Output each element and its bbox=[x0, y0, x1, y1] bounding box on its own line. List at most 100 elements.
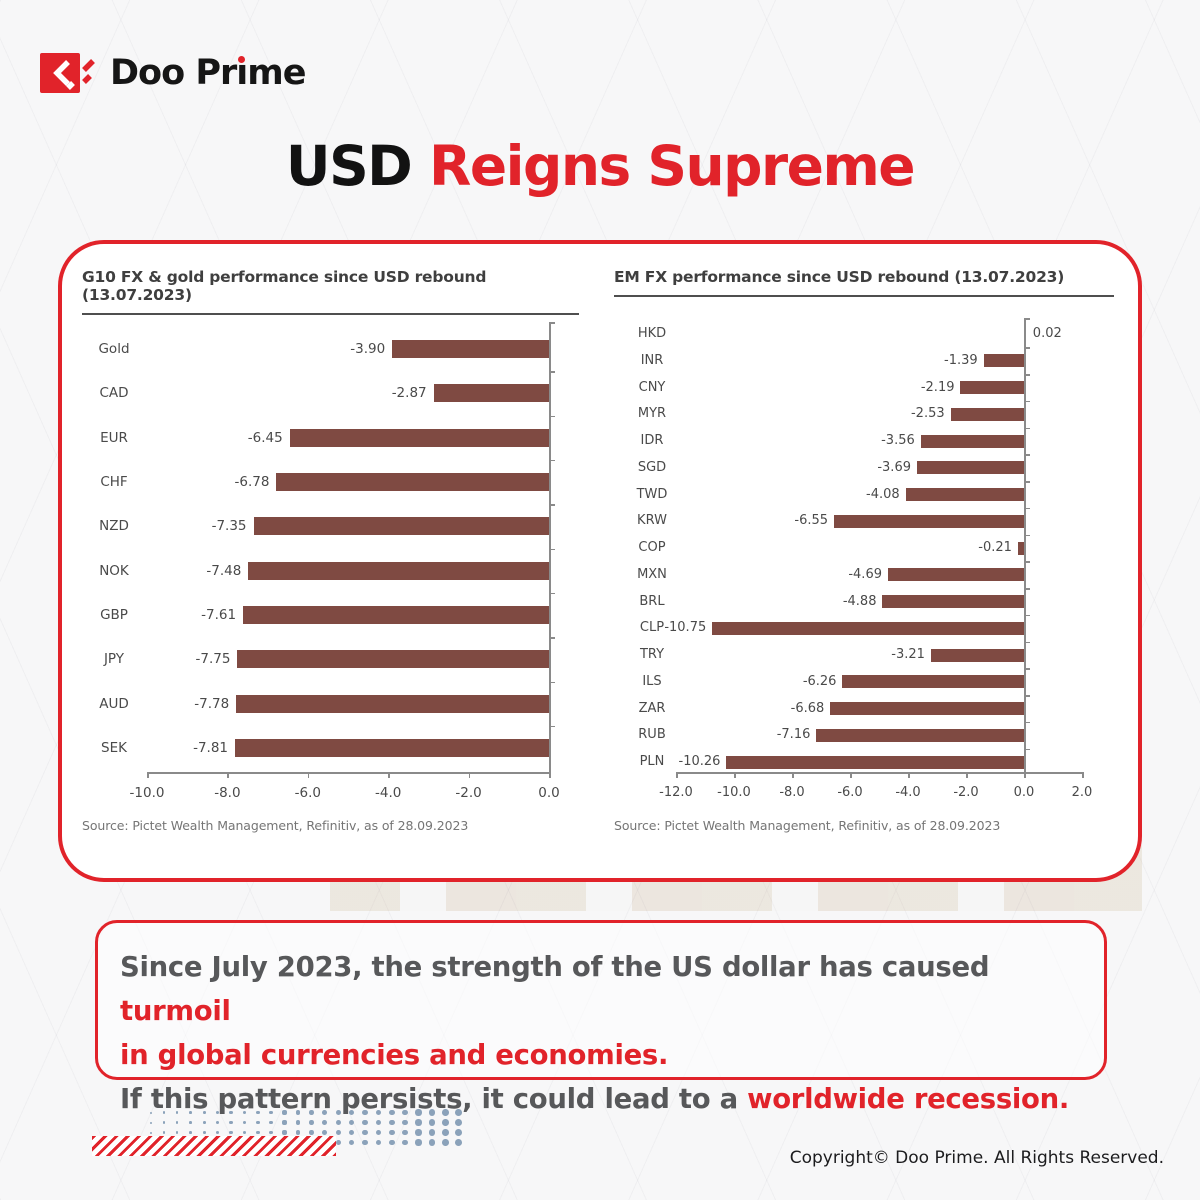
category-label-cny: CNY bbox=[638, 379, 666, 395]
value-label-gold: -3.90 bbox=[350, 341, 386, 357]
bar-twd bbox=[905, 488, 1024, 501]
value-label-eur: -6.45 bbox=[247, 429, 283, 446]
callout-line-1: Since July 2023, the strength of the US … bbox=[120, 945, 1080, 1033]
title-usd: USD bbox=[285, 134, 413, 198]
x-axis-tick bbox=[227, 772, 229, 778]
category-label-inr: INR bbox=[640, 352, 664, 368]
x-axis-tick bbox=[307, 772, 310, 778]
bar-cop bbox=[1017, 541, 1024, 555]
chart-g10-fx-gold: Gold -3.90 CAD -2.87 EUR -6.45 CHF -6.78 NZD -7.3… bbox=[82, 308, 588, 813]
category-label-gbp: GBP bbox=[100, 607, 128, 624]
value-label-cny: -2.19 bbox=[920, 379, 955, 395]
value-label-cad: -2.87 bbox=[391, 385, 427, 402]
hatch-bar bbox=[92, 1136, 336, 1156]
callout-highlight: in global currencies and economies. bbox=[120, 1039, 669, 1071]
category-label-pln: PLN bbox=[639, 754, 665, 769]
category-label-nok: NOK bbox=[99, 562, 129, 579]
value-label-myr: -2.53 bbox=[910, 406, 945, 422]
category-label-rub: RUB bbox=[638, 727, 666, 743]
y-axis-tick bbox=[1024, 318, 1030, 320]
decor-dot bbox=[375, 1119, 382, 1126]
decor-dot bbox=[149, 1131, 152, 1134]
value-label-clp: -10.75 bbox=[664, 620, 707, 636]
value-label-twd: -4.08 bbox=[866, 486, 900, 502]
decor-dot bbox=[375, 1109, 382, 1116]
decor-dot bbox=[162, 1111, 165, 1114]
bar-myr bbox=[950, 407, 1024, 421]
value-label-rub: -7.16 bbox=[776, 727, 811, 743]
decor-dot bbox=[388, 1139, 395, 1146]
value-label-sek: -7.81 bbox=[193, 740, 229, 757]
x-tick-label: -8.0 bbox=[779, 785, 805, 800]
y-axis-tick bbox=[1024, 721, 1030, 724]
decor-dot bbox=[362, 1119, 368, 1126]
decor-dot bbox=[322, 1120, 328, 1125]
y-axis-tick bbox=[1024, 668, 1030, 670]
decor-dot bbox=[442, 1109, 449, 1116]
category-label-myr: MYR bbox=[637, 406, 667, 422]
bar-nzd bbox=[253, 517, 549, 536]
decor-dot bbox=[189, 1111, 192, 1114]
bar-nok bbox=[248, 561, 549, 580]
decor-dot bbox=[255, 1110, 260, 1115]
decor-dot bbox=[362, 1139, 368, 1146]
decor-dot bbox=[455, 1109, 463, 1116]
logo-text: Doo Prıme bbox=[110, 53, 306, 93]
decor-dot bbox=[335, 1140, 341, 1145]
decor-dot bbox=[362, 1129, 368, 1136]
bar-ils bbox=[842, 675, 1024, 689]
x-axis-tick bbox=[549, 772, 551, 778]
x-tick-label: -10.0 bbox=[129, 785, 165, 801]
value-label-cop: -0.21 bbox=[978, 540, 1012, 555]
category-label-gold: Gold bbox=[98, 341, 130, 357]
decor-dot bbox=[402, 1119, 409, 1126]
callout-line-2: in global currencies and economies. bbox=[120, 1033, 1080, 1077]
value-label-zar: -6.68 bbox=[790, 700, 825, 716]
y-axis-tick bbox=[549, 504, 555, 506]
category-label-aud: AUD bbox=[99, 695, 129, 712]
y-axis-tick bbox=[549, 681, 555, 684]
decor-dot bbox=[229, 1110, 233, 1115]
x-tick-label: -8.0 bbox=[214, 785, 241, 801]
decor-dot bbox=[348, 1109, 355, 1116]
category-label-cop: COP bbox=[638, 540, 666, 555]
x-axis-tick bbox=[850, 772, 852, 778]
decor-dot bbox=[415, 1139, 422, 1146]
y-axis-tick bbox=[549, 592, 555, 595]
decor-dot bbox=[149, 1121, 152, 1124]
bar-gold bbox=[392, 340, 549, 358]
x-axis-tick bbox=[388, 772, 390, 778]
decor-dot bbox=[162, 1131, 165, 1134]
category-label-clp: CLP bbox=[639, 620, 665, 636]
x-tick-label: -10.0 bbox=[717, 785, 751, 800]
decor-dot bbox=[229, 1130, 233, 1135]
decor-dot bbox=[335, 1110, 341, 1115]
decor-dot bbox=[282, 1110, 287, 1115]
category-label-eur: EUR bbox=[100, 429, 128, 446]
decor-dot bbox=[269, 1130, 274, 1135]
x-tick-label: 2.0 bbox=[1071, 785, 1093, 800]
callout-box: Since July 2023, the strength of the US … bbox=[95, 920, 1107, 1115]
x-axis-tick bbox=[792, 772, 794, 778]
y-axis-tick bbox=[549, 322, 555, 324]
decor-dot bbox=[309, 1120, 314, 1125]
source-note-g10: Source: Pictet Wealth Management, Refini… bbox=[82, 818, 469, 833]
y-axis-tick bbox=[1024, 507, 1030, 510]
decor-dot bbox=[442, 1139, 449, 1146]
decor-dot bbox=[162, 1121, 165, 1124]
source-note-em: Source: Pictet Wealth Management, Refini… bbox=[614, 818, 1001, 833]
value-label-aud: -7.78 bbox=[194, 695, 230, 712]
decor-dot bbox=[415, 1119, 422, 1126]
decor-dot bbox=[269, 1120, 274, 1125]
decor-dot bbox=[189, 1121, 192, 1124]
decor-dot bbox=[269, 1110, 274, 1115]
value-label-try: -3.21 bbox=[891, 647, 925, 662]
bar-aud bbox=[236, 694, 549, 713]
decor-dot bbox=[202, 1131, 206, 1134]
x-tick-label: -2.0 bbox=[953, 785, 979, 800]
decor-dot bbox=[295, 1110, 301, 1115]
x-axis-tick bbox=[908, 772, 910, 778]
x-axis-tick bbox=[1024, 772, 1026, 778]
decor-dot bbox=[322, 1130, 328, 1135]
decor-dot bbox=[375, 1139, 382, 1146]
